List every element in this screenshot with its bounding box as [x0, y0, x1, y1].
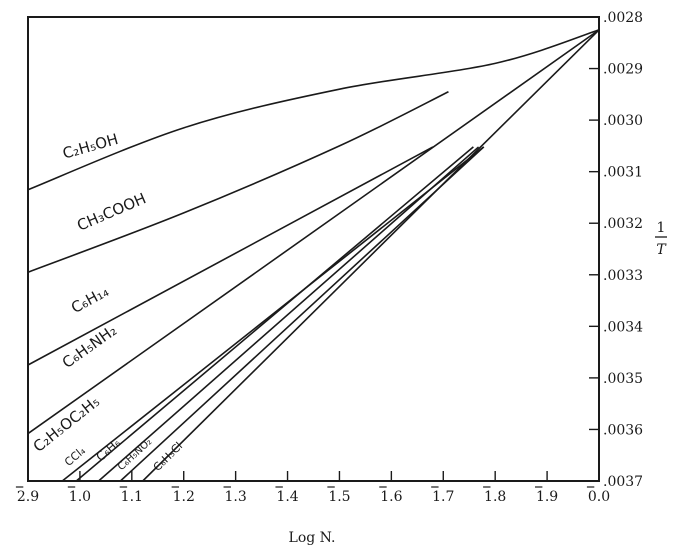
x-tick-label: 1.7 [431, 486, 454, 505]
x-tick-label-text: 1.3 [224, 489, 246, 505]
y-tick-label: .0035 [603, 371, 643, 387]
x-tick-label-barred-digit: 1 [276, 489, 285, 505]
x-tick-label-barred-digit: 1 [173, 489, 182, 505]
x-tick-label-rest: .2 [182, 489, 195, 505]
x-tick-label-rest: .0 [597, 489, 610, 505]
series-line [98, 146, 480, 482]
x-tick-label-text: 1.2 [173, 489, 195, 505]
x-tick-label-barred-digit: 1 [328, 489, 337, 505]
y-tick-label: .0034 [603, 319, 643, 335]
series-line [27, 146, 434, 366]
x-tick-label-text: 1.9 [536, 489, 558, 505]
x-tick-label-barred-digit: 0 [588, 489, 597, 505]
y-axis-label-denominator: T [656, 242, 667, 258]
x-tick-label: 2.9 [15, 486, 39, 505]
x-tick-label-text: 1.1 [121, 489, 143, 505]
series-lines [27, 29, 600, 482]
x-tick-label-barred-digit: 1 [224, 489, 233, 505]
x-tick-label-rest: .6 [389, 489, 402, 505]
x-tick-label-rest: .0 [78, 489, 91, 505]
x-tick-label-rest: .7 [441, 489, 454, 505]
y-axis-label-numerator: 1 [657, 220, 666, 236]
x-tick-label-barred-digit: 1 [432, 489, 441, 505]
series-label: C₂H₅OH [61, 130, 121, 163]
x-tick-label-rest: .8 [493, 489, 506, 505]
x-tick-label-rest: .9 [545, 489, 558, 505]
x-axis-ticks: 2.9 1.0 1.1 1.2 1.3 1.4 1.5 1.6 1.7 1.8 1.9 0.0 [15, 471, 610, 505]
x-tick-label: 1.9 [534, 486, 558, 505]
x-tick-label-text: 1.7 [432, 489, 454, 505]
series-label: C₆H₅Cl [151, 440, 185, 474]
series-label: C₆H₅NH₂ [59, 321, 120, 372]
x-tick-label-text: 2.9 [17, 489, 39, 505]
x-tick-label: 1.1 [119, 486, 143, 505]
x-tick-label-rest: .3 [233, 489, 246, 505]
x-tick-label-text: 1.0 [69, 489, 91, 505]
y-tick-label: .0030 [603, 113, 643, 129]
x-tick-label-text: 1.6 [380, 489, 402, 505]
x-tick-label-rest: .1 [130, 489, 143, 505]
x-tick-label-barred-digit: 1 [536, 489, 545, 505]
y-tick-label: .0033 [603, 268, 643, 284]
y-tick-label: .0037 [603, 474, 643, 490]
x-tick-label-text: 1.8 [484, 489, 506, 505]
series-label: CCl₄ [62, 444, 88, 469]
x-tick-label-rest: .5 [337, 489, 350, 505]
y-tick-label: .0036 [603, 422, 643, 438]
x-tick-label-text: 1.5 [328, 489, 350, 505]
x-tick-label: 1.2 [171, 486, 195, 505]
x-tick-label-barred-digit: 1 [69, 489, 78, 505]
x-tick-label-barred-digit: 2 [17, 489, 26, 505]
series-line [61, 146, 485, 482]
x-tick-label: 0.0 [586, 486, 610, 505]
x-tick-label: 1.0 [67, 486, 91, 505]
x-tick-label-rest: .4 [285, 489, 298, 505]
x-tick-label-rest: .9 [26, 489, 39, 505]
y-axis-ticks: .0028 .0029 .0030 .0031 .0032 .0033 .0034 .0035… [589, 10, 643, 490]
x-tick-label-barred-digit: 1 [121, 489, 130, 505]
x-tick-label: 1.4 [275, 486, 299, 505]
series-line [27, 91, 449, 273]
x-tick-label-barred-digit: 1 [380, 489, 389, 505]
series-label: C₆H₆ [93, 436, 123, 464]
x-tick-label-text: 1.4 [276, 489, 298, 505]
y-tick-label: .0028 [603, 10, 643, 26]
series-line [142, 29, 600, 482]
x-tick-label: 1.3 [223, 486, 247, 505]
x-tick-label-text: 0.0 [588, 489, 610, 505]
plot-frame [27, 16, 600, 482]
x-axis-label: Log N. [289, 530, 336, 546]
x-tick-label: 1.5 [327, 486, 351, 505]
x-tick-label: 1.6 [379, 486, 403, 505]
series-line [75, 146, 474, 482]
series-line [27, 29, 600, 191]
y-tick-label: .0029 [603, 62, 643, 78]
y-tick-label: .0032 [603, 216, 643, 232]
series-label: C₆H₁₄ [68, 282, 112, 317]
x-tick-label: 1.8 [483, 486, 506, 505]
series-label: CH₃COOH [74, 189, 148, 234]
y-axis-label: 1 T [655, 220, 667, 258]
x-tick-label-barred-digit: 1 [484, 489, 493, 505]
y-tick-label: .0031 [603, 165, 643, 181]
series-line [27, 29, 600, 435]
